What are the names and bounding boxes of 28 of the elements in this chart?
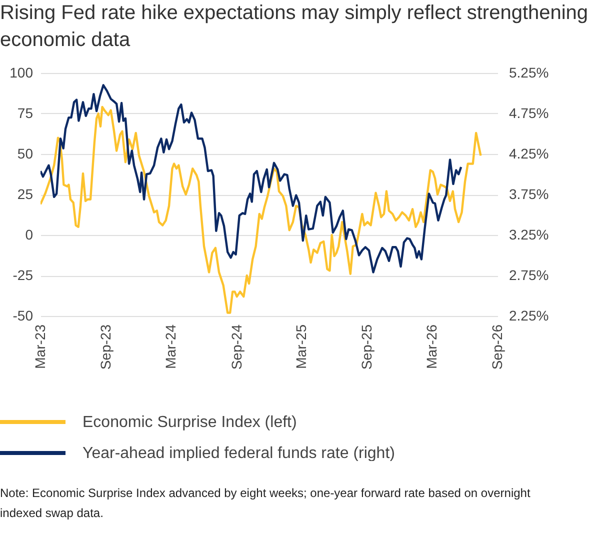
y-tick-label: 25 bbox=[17, 186, 34, 202]
x-tick-label: Mar-24 bbox=[162, 324, 179, 369]
y2-tick-label: 2.75% bbox=[509, 267, 549, 283]
y-tick-label: 100 bbox=[10, 64, 34, 80]
x-tick-label: Mar-26 bbox=[423, 324, 440, 369]
legend-label: Economic Surprise Index (left) bbox=[82, 414, 297, 431]
legend-label: Year-ahead implied federal funds rate (right) bbox=[82, 445, 395, 462]
y-tick-label: -50 bbox=[12, 308, 34, 324]
y2-tick-label: 4.25% bbox=[509, 146, 549, 162]
line-series bbox=[40, 84, 462, 274]
y-tick-label: 75 bbox=[17, 105, 34, 121]
y-tick-label: 0 bbox=[25, 226, 34, 242]
chart-title: Rising Fed rate hike expectations may simply reflect strengthening economic data bbox=[0, 1, 590, 53]
text: Note: Economic Surprise Index advanced by eight weeks; one-year forward rate based on overnight indexed swap data. bbox=[0, 485, 532, 522]
y2-tick-label: 2.25% bbox=[509, 308, 549, 324]
x-tick-label: Sep-25 bbox=[358, 324, 375, 370]
x-tick-label: Mar-23 bbox=[32, 324, 48, 369]
y-tick-label: 50 bbox=[17, 146, 34, 162]
y2-tick-label: 3.75% bbox=[509, 186, 549, 202]
y-tick-label: -25 bbox=[12, 267, 34, 283]
line-series bbox=[40, 106, 482, 314]
y2-tick-label: 4.75% bbox=[509, 105, 549, 121]
y2-tick-label: 3.25% bbox=[509, 226, 549, 242]
x-tick-label: Sep-24 bbox=[228, 324, 244, 370]
y2-tick-label: 5.25% bbox=[509, 64, 549, 80]
x-tick-label: Sep-23 bbox=[98, 324, 114, 370]
x-tick-label: Sep-26 bbox=[489, 324, 505, 370]
x-tick-label: Mar-25 bbox=[292, 324, 309, 369]
